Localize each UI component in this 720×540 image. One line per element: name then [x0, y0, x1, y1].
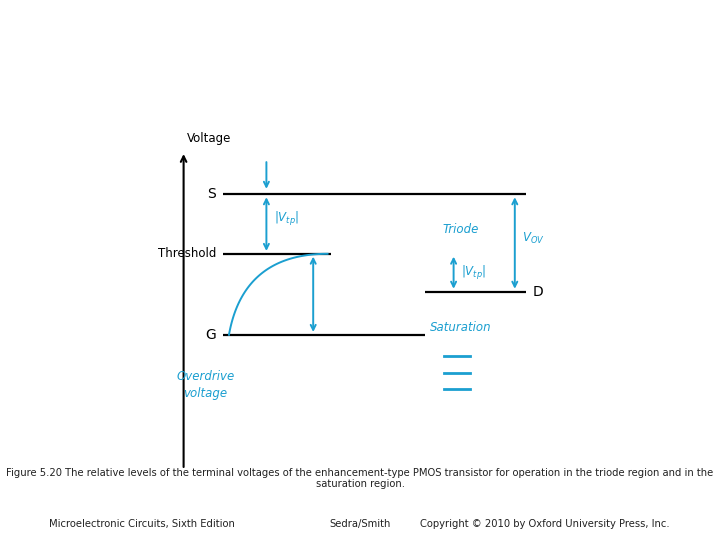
Text: Triode: Triode	[442, 223, 479, 236]
Text: Sedra/Smith: Sedra/Smith	[329, 519, 391, 529]
Text: Microelectronic Circuits, Sixth Edition: Microelectronic Circuits, Sixth Edition	[49, 519, 235, 529]
Text: $|V_{tp}|$: $|V_{tp}|$	[274, 210, 299, 228]
Text: S: S	[207, 187, 216, 201]
Text: Figure 5.20 The relative levels of the terminal voltages of the enhancement-type: Figure 5.20 The relative levels of the t…	[6, 468, 714, 478]
Text: $|V_{tp}|$: $|V_{tp}|$	[461, 264, 486, 282]
Text: G: G	[205, 328, 216, 342]
Text: Voltage: Voltage	[187, 132, 232, 145]
Text: saturation region.: saturation region.	[315, 478, 405, 489]
Text: D: D	[533, 285, 544, 299]
Text: Threshold: Threshold	[158, 247, 216, 260]
Text: $V_{OV}$: $V_{OV}$	[522, 231, 544, 246]
Text: Saturation: Saturation	[430, 321, 492, 334]
Text: Overdrive
voltage: Overdrive voltage	[176, 370, 234, 400]
Text: Copyright © 2010 by Oxford University Press, Inc.: Copyright © 2010 by Oxford University Pr…	[420, 519, 670, 529]
